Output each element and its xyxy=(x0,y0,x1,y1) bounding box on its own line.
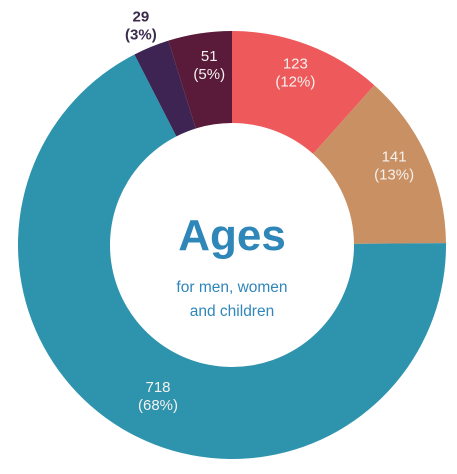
donut-slice-1 xyxy=(313,85,446,244)
chart-subtitle-line-2: and children xyxy=(190,303,274,320)
chart-title: Ages xyxy=(178,211,286,260)
slice-value-label-4: 51 xyxy=(201,48,218,65)
slice-percent-label-4: (5%) xyxy=(193,66,225,83)
slice-percent-label-0: (12%) xyxy=(275,74,315,91)
slice-value-label-1: 141 xyxy=(382,148,407,165)
donut-slices xyxy=(17,31,446,460)
donut-slice-4 xyxy=(168,31,232,129)
donut-slice-2 xyxy=(17,54,446,460)
chart-subtitle-line-1: for men, women xyxy=(176,279,287,296)
slice-value-label-3: 29 xyxy=(133,8,150,25)
donut-slice-0 xyxy=(232,31,375,154)
donut-slice-3 xyxy=(134,40,196,137)
slice-value-label-0: 123 xyxy=(283,56,308,73)
slice-percent-label-1: (13%) xyxy=(374,166,414,183)
slice-value-label-2: 718 xyxy=(145,379,170,396)
donut-center: Ages for men, women and children xyxy=(176,211,287,320)
slice-labels: 123(12%) 141(13%) 718(68%) 29(3%) 51(5%) xyxy=(125,8,414,414)
slice-percent-label-2: (68%) xyxy=(138,397,178,414)
slice-percent-label-3: (3%) xyxy=(125,26,157,43)
